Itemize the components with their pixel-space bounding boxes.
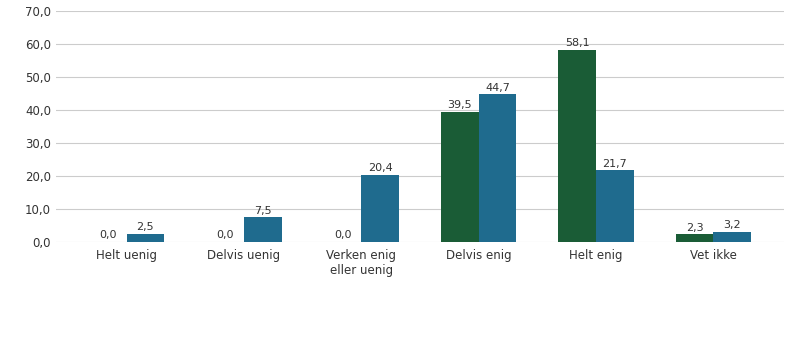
Bar bbox=[244, 217, 282, 242]
Bar bbox=[126, 234, 164, 242]
Text: 0,0: 0,0 bbox=[217, 230, 234, 240]
Bar bbox=[596, 171, 634, 242]
Text: 58,1: 58,1 bbox=[565, 38, 590, 48]
Bar bbox=[714, 231, 751, 242]
Bar bbox=[558, 50, 596, 242]
Bar bbox=[676, 235, 714, 242]
Text: 44,7: 44,7 bbox=[485, 83, 510, 93]
Text: 0,0: 0,0 bbox=[99, 230, 117, 240]
Text: 39,5: 39,5 bbox=[447, 100, 472, 110]
Bar bbox=[441, 111, 478, 242]
Text: 7,5: 7,5 bbox=[254, 206, 271, 216]
Bar bbox=[478, 94, 516, 242]
Text: 2,3: 2,3 bbox=[686, 223, 703, 233]
Text: 0,0: 0,0 bbox=[334, 230, 351, 240]
Text: 21,7: 21,7 bbox=[602, 159, 627, 169]
Text: 2,5: 2,5 bbox=[137, 222, 154, 232]
Bar bbox=[362, 175, 399, 242]
Text: 20,4: 20,4 bbox=[368, 163, 393, 173]
Text: 3,2: 3,2 bbox=[723, 220, 741, 230]
